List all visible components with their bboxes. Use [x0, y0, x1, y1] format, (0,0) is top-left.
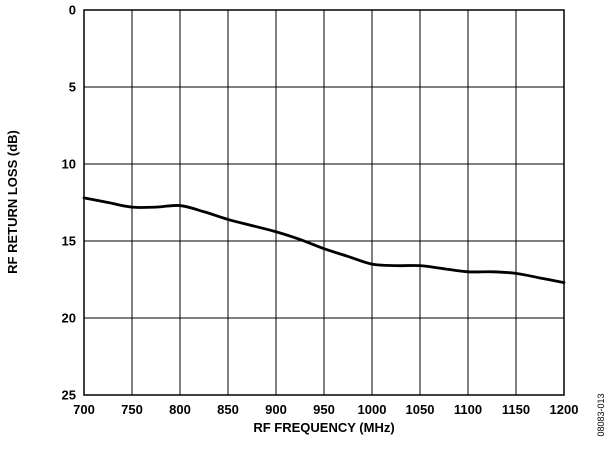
x-tick-labels: 700 750 800 850 900 950 1000 1050 1100 1150 1200	[73, 402, 578, 417]
y-tick-label: 15	[62, 234, 76, 249]
grid-lines	[84, 10, 564, 395]
x-tick-label: 1150	[502, 402, 530, 417]
x-tick-label: 900	[265, 402, 287, 417]
y-tick-label: 20	[62, 311, 76, 326]
x-tick-label: 1100	[454, 402, 482, 417]
plot-frame	[83, 9, 565, 396]
x-tick-label: 950	[313, 402, 335, 417]
y-tick-labels: 0 5 10 15 20 25	[62, 3, 76, 403]
x-tick-label: 750	[121, 402, 143, 417]
x-tick-label: 800	[169, 402, 191, 417]
x-tick-label: 1200	[550, 402, 579, 417]
figure-id-label: 08083-013	[596, 393, 606, 436]
y-tick-label: 10	[62, 157, 76, 172]
y-tick-label: 0	[69, 3, 76, 18]
x-tick-label: 850	[217, 402, 239, 417]
x-tick-label: 700	[73, 402, 95, 417]
y-tick-label: 5	[69, 80, 76, 95]
x-tick-label: 1050	[406, 402, 435, 417]
return-loss-curve	[82, 196, 566, 284]
y-axis-title: RF RETURN LOSS (dB)	[5, 130, 20, 274]
x-tick-label: 1000	[358, 402, 387, 417]
x-axis-title: RF FREQUENCY (MHz)	[253, 420, 394, 435]
y-tick-label: 25	[62, 388, 76, 403]
